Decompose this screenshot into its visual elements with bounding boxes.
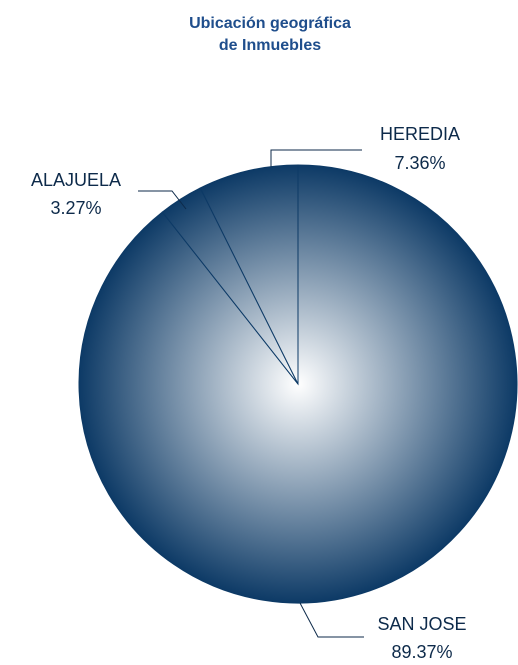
chart-title: Ubicación geográfica: [189, 15, 351, 32]
leader-line: [138, 190, 187, 210]
slice-value-label: 3.27%: [50, 198, 101, 218]
slice-value-label: 7.36%: [394, 153, 445, 173]
slice-label: HEREDIA: [380, 124, 460, 144]
slice-label: ALAJUELA: [31, 170, 121, 190]
slice-label: SAN JOSE: [377, 614, 466, 634]
leader-line: [270, 149, 362, 167]
chart-title: de Inmuebles: [219, 37, 321, 54]
pie-slice: [199, 164, 299, 385]
leader-line: [299, 602, 364, 638]
slice-value-label: 89.37%: [391, 642, 452, 662]
